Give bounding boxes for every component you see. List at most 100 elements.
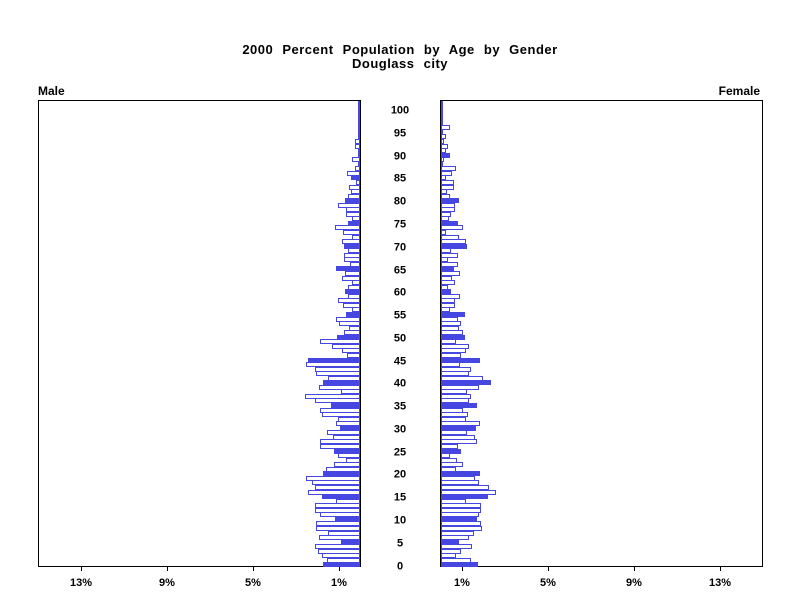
female-axis-label: Female xyxy=(718,84,760,98)
age-tick-label-45: 45 xyxy=(393,355,407,368)
bar-male-age-72 xyxy=(352,235,360,240)
bar-female-age-41 xyxy=(441,376,483,381)
bar-male-age-5 xyxy=(341,540,360,545)
bar-female-age-83 xyxy=(441,185,454,190)
pct-tick-label-female-9: 9% xyxy=(626,577,642,589)
bar-female-age-52 xyxy=(441,326,459,331)
bar-male-age-12 xyxy=(315,508,360,513)
pct-tick-male-9 xyxy=(167,567,168,571)
age-tick-label-50: 50 xyxy=(393,332,407,345)
male-plot-area xyxy=(38,100,361,567)
bar-male-age-28 xyxy=(333,435,360,440)
bar-female-age-14 xyxy=(441,499,466,504)
bar-male-age-46 xyxy=(347,353,360,358)
pct-tick-female-5 xyxy=(548,567,549,571)
bar-male-age-66 xyxy=(350,262,360,267)
bar-female-age-86 xyxy=(441,171,452,176)
bar-female-age-28 xyxy=(441,435,475,440)
bar-male-age-89 xyxy=(352,157,360,162)
bar-female-age-84 xyxy=(441,180,454,185)
bar-female-age-59 xyxy=(441,294,460,299)
bar-male-age-54 xyxy=(336,317,360,322)
pct-tick-label-male-9: 9% xyxy=(159,577,175,589)
bar-female-age-61 xyxy=(441,285,448,290)
bar-male-age-92 xyxy=(355,144,360,149)
bar-male-age-55 xyxy=(346,312,360,317)
age-tick-label-60: 60 xyxy=(393,286,407,299)
bar-female-age-26 xyxy=(441,444,458,449)
bar-male-age-68 xyxy=(344,253,360,258)
chart-title: 2000 Percent Population by Age by Gender xyxy=(242,42,558,57)
age-tick-label-65: 65 xyxy=(393,264,407,277)
bar-female-age-80 xyxy=(441,198,459,203)
bar-female-age-8 xyxy=(441,526,482,531)
age-tick-label-40: 40 xyxy=(393,377,407,390)
bar-male-age-16 xyxy=(308,490,360,495)
bar-male-age-45 xyxy=(308,358,360,363)
bar-male-age-86 xyxy=(347,171,360,176)
bar-female-age-7 xyxy=(441,531,474,536)
bar-female-age-23 xyxy=(441,458,457,463)
bar-male-age-21 xyxy=(326,467,360,472)
age-tick-label-25: 25 xyxy=(393,446,407,459)
age-tick-label-15: 15 xyxy=(393,491,407,504)
bar-female-age-45 xyxy=(441,358,480,363)
bar-male-age-14 xyxy=(336,499,360,504)
bar-male-age-23 xyxy=(346,458,360,463)
age-tick-label-85: 85 xyxy=(393,172,407,185)
bar-female-age-81 xyxy=(441,194,450,199)
bar-male-age-26 xyxy=(320,444,360,449)
bar-male-age-32 xyxy=(338,417,360,422)
bar-male-age-17 xyxy=(315,485,360,490)
bar-female-age-32 xyxy=(441,417,466,422)
bar-male-age-79 xyxy=(338,203,360,208)
bar-female-age-57 xyxy=(441,303,455,308)
pct-tick-label-male-13: 13% xyxy=(69,577,93,589)
bar-female-age-96 xyxy=(441,125,450,130)
pct-tick-label-female-13: 13% xyxy=(708,577,732,589)
bar-male-age-52 xyxy=(349,326,360,331)
bar-female-age-16 xyxy=(441,490,496,495)
bar-female-age-5 xyxy=(441,540,459,545)
bar-male-age-30 xyxy=(340,426,360,431)
age-tick-label-30: 30 xyxy=(393,423,407,436)
pct-tick-female-9 xyxy=(634,567,635,571)
bar-female-age-35 xyxy=(441,403,477,408)
bar-female-age-43 xyxy=(441,367,471,372)
bar-female-age-20 xyxy=(441,471,480,476)
bar-male-age-64 xyxy=(345,271,360,276)
bar-female-age-72 xyxy=(441,235,459,240)
female-plot-area xyxy=(440,100,763,567)
bar-male-age-74 xyxy=(335,225,360,230)
bar-male-age-10 xyxy=(335,517,360,522)
bar-male-age-25 xyxy=(334,449,360,454)
bar-male-age-8 xyxy=(316,526,360,531)
bar-female-age-48 xyxy=(441,344,469,349)
bar-female-age-77 xyxy=(441,212,451,217)
age-tick-label-90: 90 xyxy=(393,150,407,163)
bar-male-age-70 xyxy=(344,244,360,249)
bar-female-age-55 xyxy=(441,312,465,317)
age-tick-label-55: 55 xyxy=(393,309,407,322)
bar-female-age-92 xyxy=(441,144,448,149)
bar-male-age-3 xyxy=(318,549,360,554)
pct-tick-male-1 xyxy=(339,567,340,571)
bar-female-age-54 xyxy=(441,317,458,322)
bar-male-age-77 xyxy=(346,212,360,217)
male-axis-label: Male xyxy=(38,84,65,98)
pct-tick-male-13 xyxy=(81,567,82,571)
pct-tick-male-5 xyxy=(253,567,254,571)
bar-male-age-1 xyxy=(327,558,360,563)
bar-female-age-63 xyxy=(441,276,452,281)
bar-male-age-61 xyxy=(348,285,360,290)
bar-male-age-41 xyxy=(328,376,360,381)
bar-male-age-84 xyxy=(356,180,360,185)
bar-female-age-17 xyxy=(441,485,489,490)
bar-male-age-43 xyxy=(315,367,360,372)
bar-male-age-75 xyxy=(348,221,360,226)
age-tick-label-95: 95 xyxy=(393,127,407,140)
age-tick-label-80: 80 xyxy=(393,195,407,208)
age-tick-label-10: 10 xyxy=(393,514,407,527)
chart-subtitle: Douglass city xyxy=(351,56,449,71)
